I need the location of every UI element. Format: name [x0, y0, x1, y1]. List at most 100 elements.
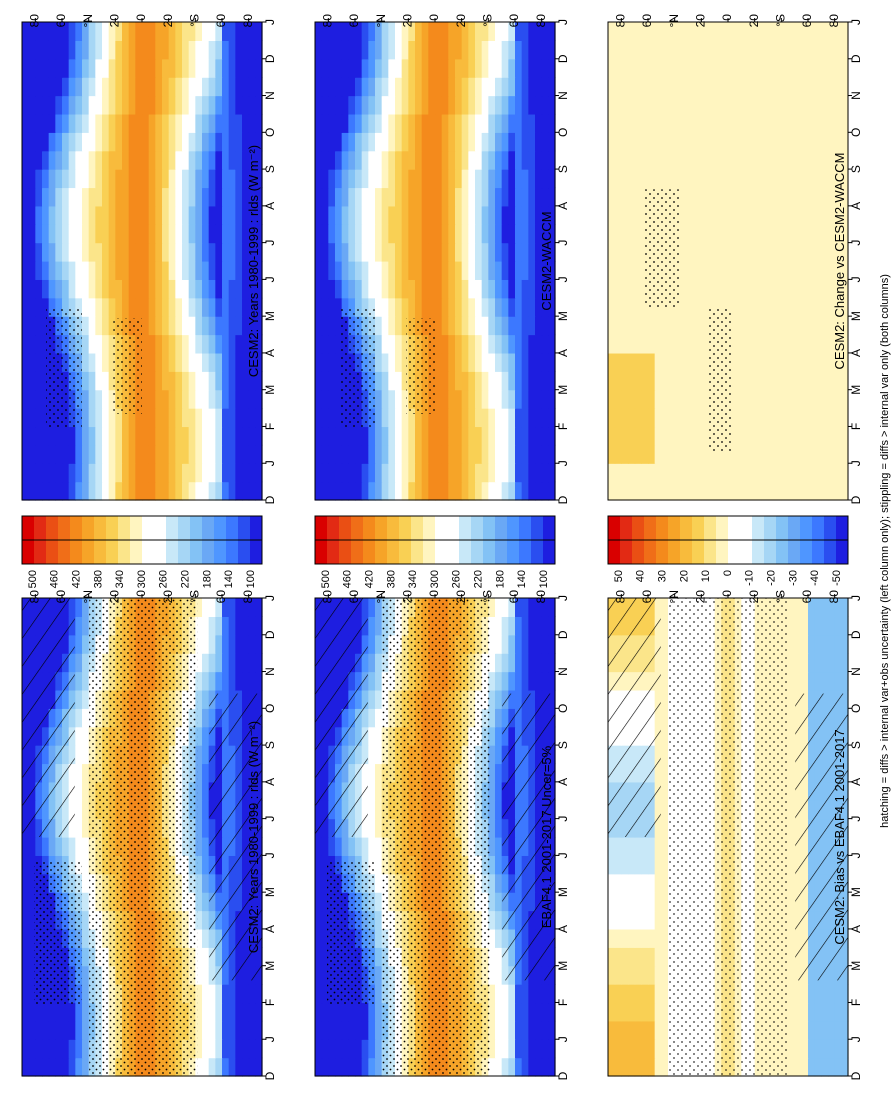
heatmap-cell — [69, 114, 76, 133]
heatmap-cell — [395, 426, 402, 445]
heatmap-cell — [195, 187, 202, 206]
heatmap-cell — [522, 635, 529, 654]
heatmap-cell — [375, 653, 382, 672]
heatmap-cell — [109, 482, 116, 501]
heatmap-cell — [222, 335, 229, 354]
heatmap-cell — [528, 132, 535, 151]
heatmap-cell — [202, 390, 209, 409]
heatmap-cell — [448, 482, 455, 501]
heatmap-cell — [388, 114, 395, 133]
heatmap-cell — [29, 1021, 36, 1040]
heatmap-cell — [328, 132, 335, 151]
heatmap-cell — [482, 463, 489, 482]
heatmap-cell — [322, 59, 329, 78]
heatmap-cell — [242, 59, 249, 78]
heatmap-cell — [395, 390, 402, 409]
heatmap-cell — [495, 1002, 502, 1021]
heatmap-cell — [448, 59, 455, 78]
heatmap-cell — [415, 114, 422, 133]
heatmap-cell — [368, 1058, 375, 1077]
time-tick-label: O — [263, 704, 277, 713]
heatmap-cell — [315, 855, 322, 874]
heatmap-cell — [215, 335, 222, 354]
heatmap-cell — [368, 745, 375, 764]
heatmap-cell — [508, 40, 515, 59]
heatmap-cell — [202, 114, 209, 133]
heatmap-cell — [515, 635, 522, 654]
heatmap-cell — [169, 298, 176, 317]
heatmap-cell — [229, 114, 236, 133]
heatmap-cell — [468, 426, 475, 445]
heatmap-cell — [162, 224, 169, 243]
heatmap-cell — [542, 1002, 549, 1021]
heatmap-cell — [342, 243, 349, 262]
heatmap-cell — [375, 261, 382, 280]
heatmap-cell — [388, 151, 395, 170]
heatmap-cell — [215, 298, 222, 317]
heatmap-cell — [202, 445, 209, 464]
heatmap-cell — [435, 59, 442, 78]
heatmap-cell — [129, 482, 136, 501]
heatmap-cell — [169, 463, 176, 482]
heatmap-cell — [189, 243, 196, 262]
heatmap-cell — [315, 187, 322, 206]
heatmap-cell — [209, 445, 216, 464]
heatmap-cell — [149, 206, 156, 225]
heatmap-cell — [788, 837, 795, 856]
heatmap-cell — [322, 353, 329, 372]
time-tick-label: M — [263, 385, 277, 395]
lat-tick-label: 0 — [427, 14, 441, 21]
heatmap-cell — [535, 77, 542, 96]
heatmap-cell — [428, 187, 435, 206]
heatmap-cell — [515, 616, 522, 635]
heatmap-cell — [382, 463, 389, 482]
heatmap-cell — [508, 1002, 515, 1021]
heatmap-cell — [82, 59, 89, 78]
heatmap-cell — [402, 261, 409, 280]
heatmap-cell — [322, 426, 329, 445]
heatmap-cell — [75, 1039, 82, 1058]
heatmap-cell — [42, 426, 49, 445]
heatmap-cell — [142, 169, 149, 188]
heatmap-cell — [69, 1002, 76, 1021]
heatmap-cell — [408, 59, 415, 78]
time-tick-label: S — [556, 165, 570, 173]
heatmap-cell — [195, 77, 202, 96]
heatmap-cell — [249, 1058, 256, 1077]
heatmap-cell — [375, 1002, 382, 1021]
heatmap-cell — [442, 445, 449, 464]
heatmap-cell — [135, 206, 142, 225]
heatmap-cell — [35, 316, 42, 335]
heatmap-cell — [542, 1021, 549, 1040]
heatmap-cell — [641, 892, 648, 911]
heatmap-cell — [22, 1021, 29, 1040]
heatmap-cell — [368, 114, 375, 133]
heatmap-cell — [49, 1039, 56, 1058]
heatmap-cell — [175, 40, 182, 59]
heatmap-cell — [522, 132, 529, 151]
heatmap-cell — [229, 635, 236, 654]
time-tick-label: F — [556, 999, 570, 1006]
colorbar-swatch — [387, 540, 399, 564]
heatmap-cell — [342, 169, 349, 188]
heatmap-cell — [621, 966, 628, 985]
heatmap-cell — [95, 426, 102, 445]
heatmap-cell — [641, 1058, 648, 1077]
heatmap-cell — [615, 947, 622, 966]
heatmap-cell — [428, 22, 435, 41]
heatmap-cell — [522, 653, 529, 672]
heatmap-cell — [142, 114, 149, 133]
heatmap-cell — [95, 463, 102, 482]
heatmap-cell — [528, 40, 535, 59]
heatmap-cell — [122, 77, 129, 96]
heatmap-cell — [135, 261, 142, 280]
heatmap-cell — [75, 279, 82, 298]
heatmap-cell — [35, 224, 42, 243]
heatmap-cell — [335, 463, 342, 482]
heatmap-cell — [75, 206, 82, 225]
heatmap-cell — [149, 426, 156, 445]
heatmap-cell — [442, 114, 449, 133]
heatmap-cell — [69, 40, 76, 59]
